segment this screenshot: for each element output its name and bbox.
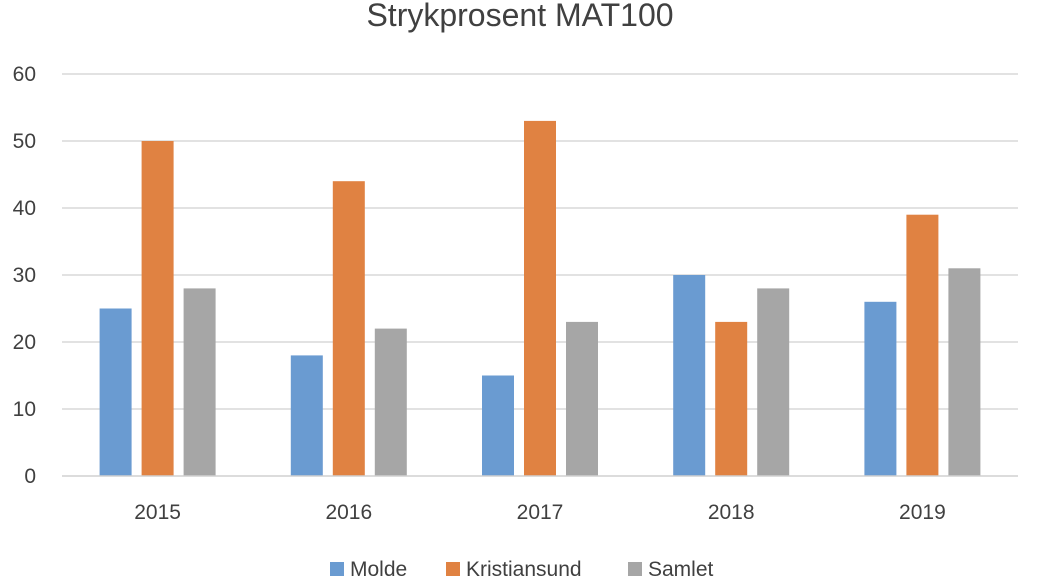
legend-label-molde: Molde [350, 558, 407, 576]
x-tick-label: 2016 [325, 501, 372, 524]
bar-molde-2016 [290, 355, 323, 476]
bar-samlet-2015 [183, 288, 216, 476]
x-tick-label: 2019 [899, 501, 946, 524]
bar-samlet-2016 [374, 328, 407, 476]
legend: Molde Kristiansund Samlet [330, 558, 714, 576]
y-tick-label: 0 [24, 465, 36, 488]
bars [99, 120, 981, 477]
legend-swatch-samlet [628, 562, 642, 576]
bar-molde-2019 [864, 301, 897, 476]
chart-title: Strykprosent MAT100 [366, 0, 673, 33]
bar-kristiansund-2017 [524, 120, 556, 477]
bar-samlet-2017 [566, 321, 598, 476]
bar-samlet-2018 [757, 288, 790, 476]
bar-kristiansund-2015 [141, 141, 174, 476]
y-tick-label: 20 [13, 331, 36, 354]
y-tick-label: 60 [13, 63, 36, 86]
y-tick-label: 50 [13, 130, 36, 153]
legend-swatch-molde [330, 562, 344, 576]
y-tick-label: 10 [13, 398, 36, 421]
x-tick-label: 2015 [134, 501, 181, 524]
legend-label-samlet: Samlet [648, 558, 714, 576]
x-tick-label: 2018 [708, 501, 755, 524]
y-tick-label: 30 [13, 264, 36, 287]
bar-molde-2015 [99, 308, 132, 476]
legend-swatch-kristiansund [446, 562, 460, 576]
bar-kristiansund-2018 [715, 321, 748, 476]
bar-kristiansund-2019 [906, 214, 939, 476]
bar-molde-2017 [482, 375, 514, 476]
x-tick-label: 2017 [517, 501, 564, 524]
bar-kristiansund-2016 [332, 181, 365, 476]
bar-molde-2018 [673, 275, 706, 476]
x-axis-ticks: 2015 2016 2017 2018 2019 [134, 501, 946, 524]
bar-samlet-2019 [948, 268, 981, 476]
legend-label-kristiansund: Kristiansund [466, 558, 582, 576]
y-axis-ticks: 0 10 20 30 40 50 60 [13, 63, 36, 488]
y-tick-label: 40 [13, 197, 36, 220]
